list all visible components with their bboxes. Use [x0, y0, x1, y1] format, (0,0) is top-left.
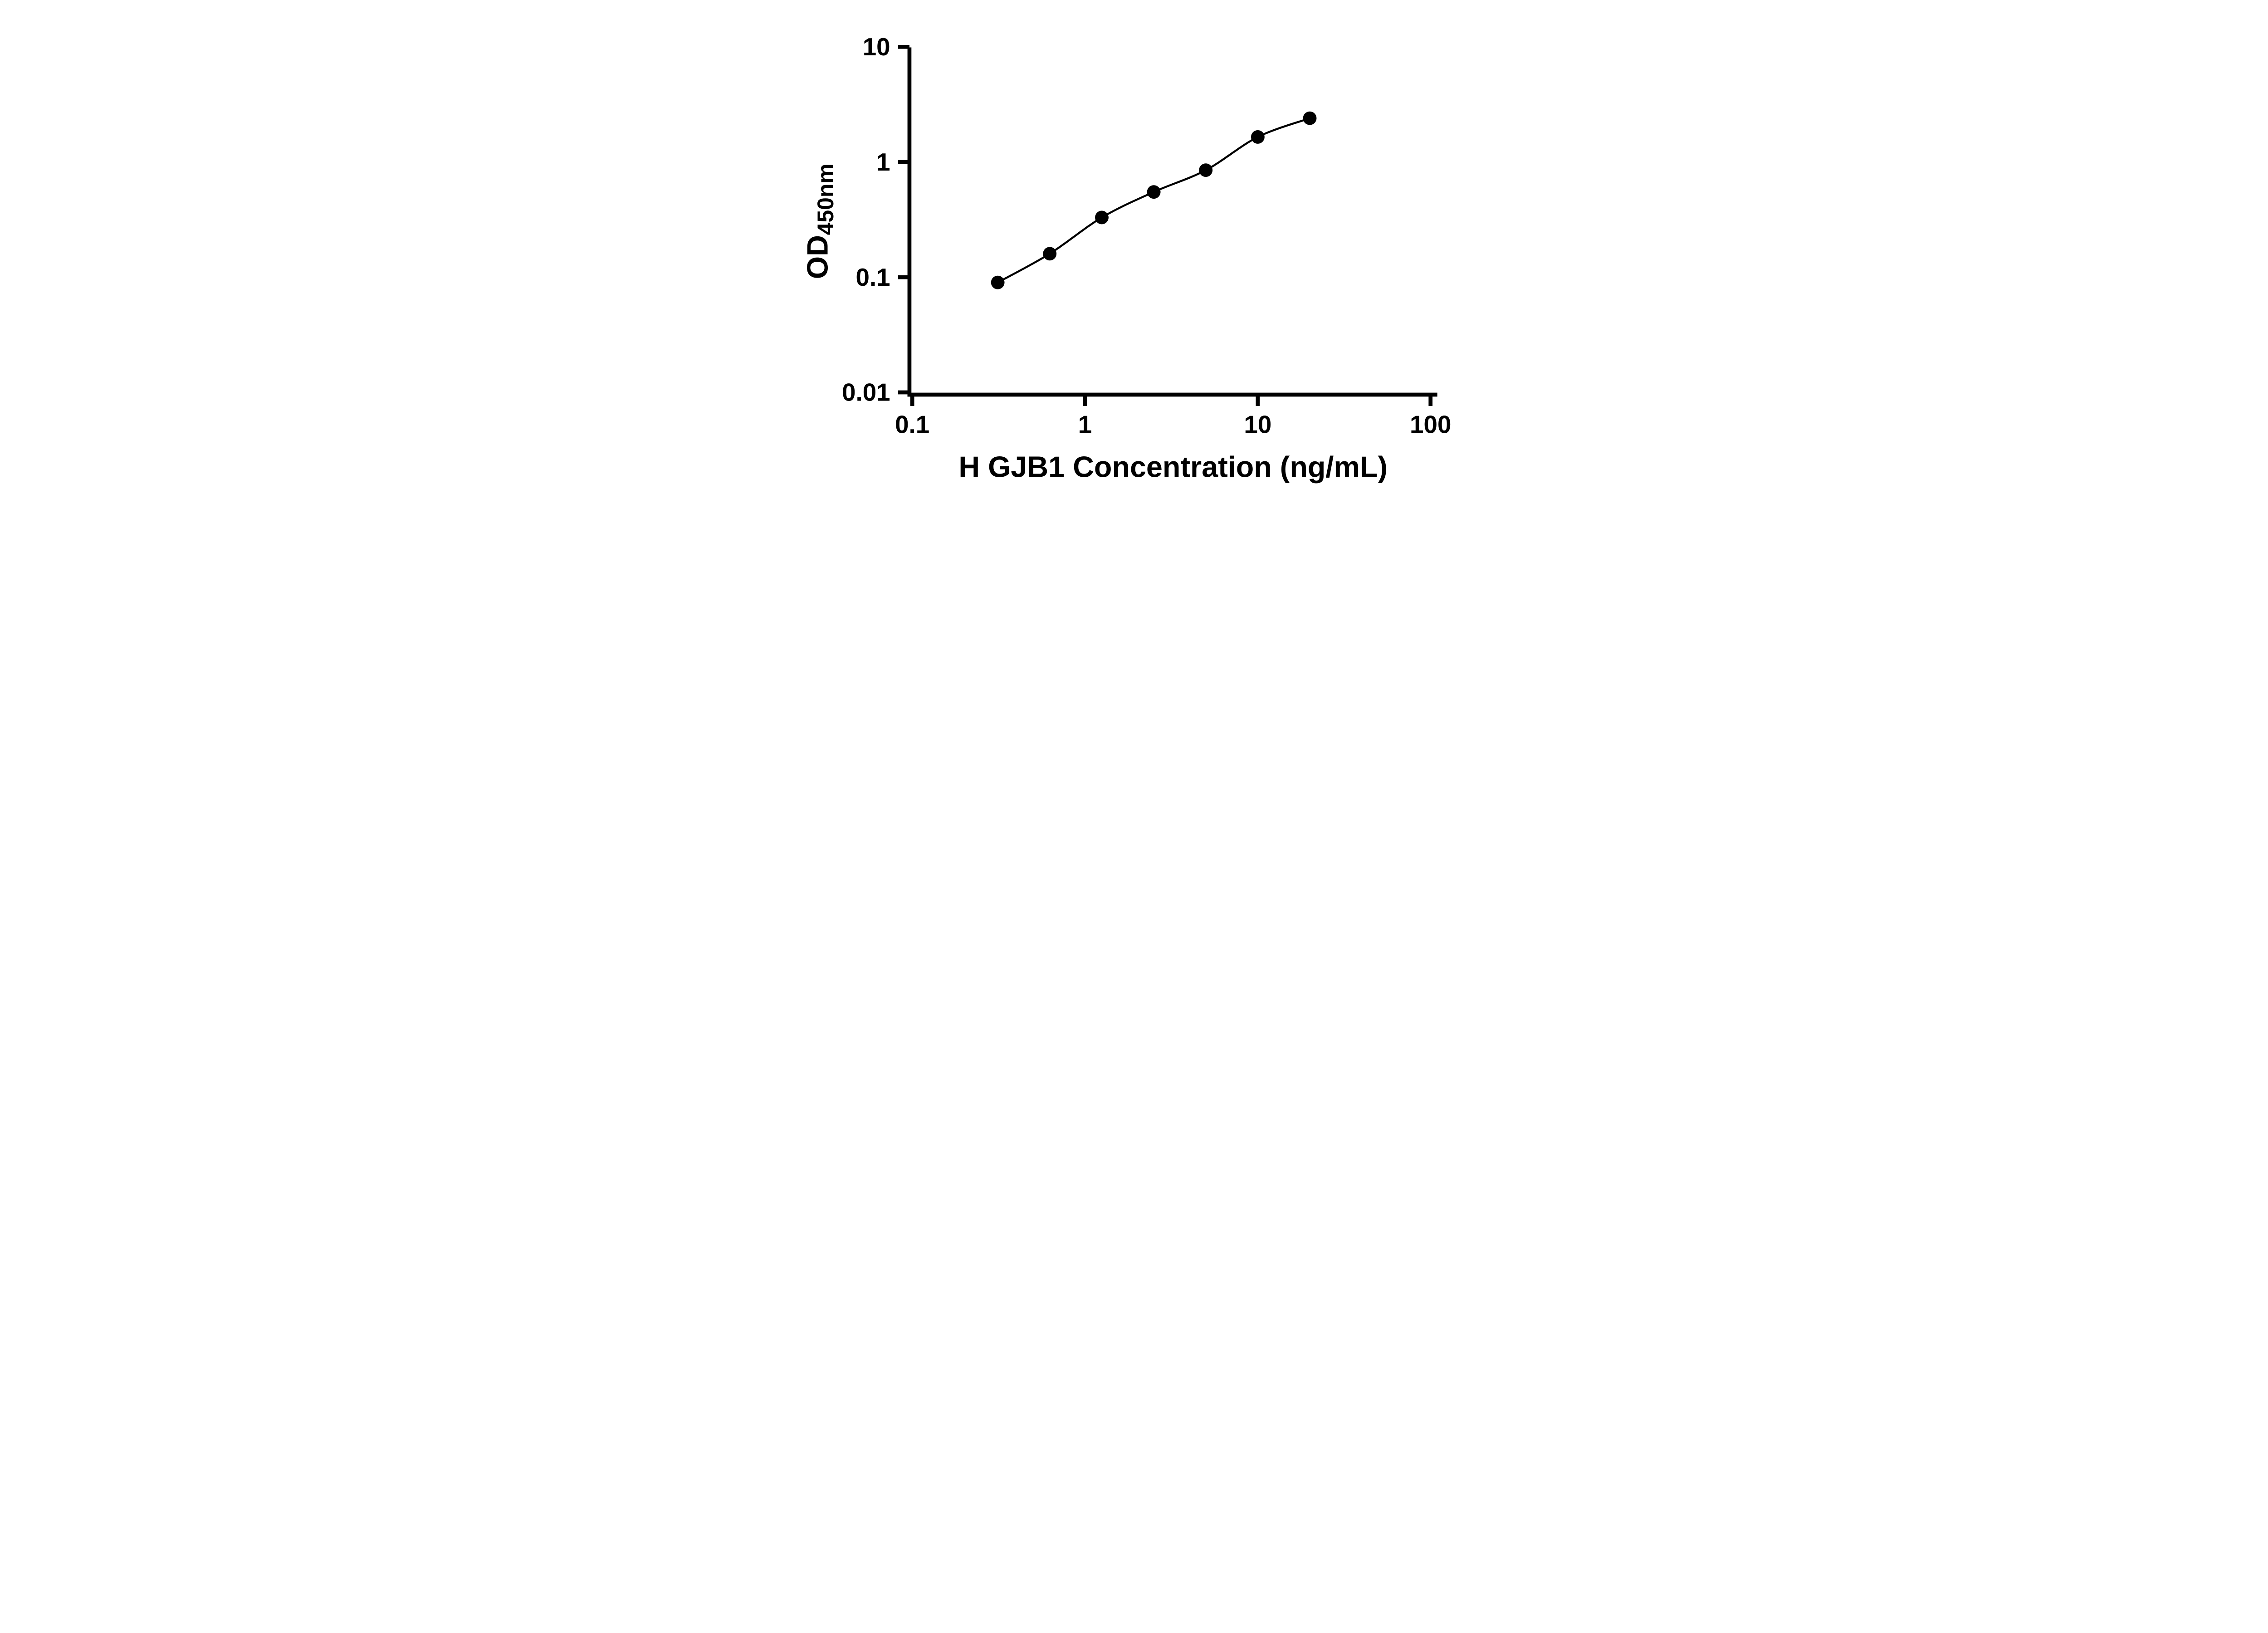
x-tick-label: 1: [1078, 411, 1092, 439]
x-axis-label: H GJB1 Concentration (ng/mL): [958, 450, 1388, 484]
x-tick-label: 100: [1410, 411, 1451, 439]
y-tick-label: 0.1: [856, 263, 890, 291]
x-tick-label: 10: [1244, 411, 1271, 439]
data-point: [1251, 130, 1265, 144]
x-tick-label: 0.1: [895, 411, 929, 439]
data-point: [1199, 163, 1213, 177]
y-tick-label: 0.01: [842, 378, 890, 406]
y-axis-label-subscript: 450nm: [813, 164, 838, 235]
y-tick-label: 10: [863, 33, 890, 61]
data-point: [1303, 111, 1317, 125]
data-point: [991, 275, 1005, 289]
y-tick-label: 1: [876, 148, 890, 176]
data-point: [1147, 185, 1161, 199]
data-point: [1043, 247, 1057, 261]
elisa-standard-curve-figure: 0.1 1 10 100 0.01 0.1 1 10 H GJB1 Concentration…: [771, 0, 1497, 508]
y-axis-label-text: OD450nm: [801, 164, 838, 279]
data-point: [1095, 210, 1109, 225]
y-axis-label-base: OD: [801, 235, 834, 279]
y-axis-label: OD450nm: [801, 164, 838, 279]
